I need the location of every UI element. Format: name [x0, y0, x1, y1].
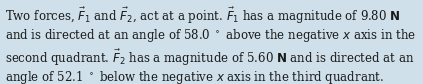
- Text: angle of 52.1 $^\circ$ below the negative $x$ axis in the third quadrant.: angle of 52.1 $^\circ$ below the negativ…: [5, 69, 384, 84]
- Text: and is directed at an angle of 58.0 $^\circ$ above the negative $x$ axis in the: and is directed at an angle of 58.0 $^\c…: [5, 27, 416, 44]
- Text: second quadrant. $\vec{F}_2$ has a magnitude of 5.60 $\mathbf{N}$ and is directe: second quadrant. $\vec{F}_2$ has a magni…: [5, 48, 414, 68]
- Text: Two forces, $\vec{F}_1$ and $\vec{F}_2$, act at a point. $\vec{F}_1$ has a magni: Two forces, $\vec{F}_1$ and $\vec{F}_2$,…: [5, 6, 401, 26]
